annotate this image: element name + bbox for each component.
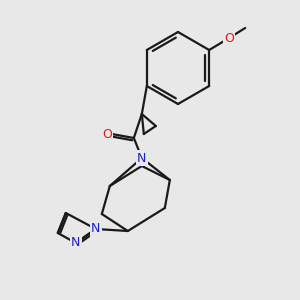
Text: N: N [91,223,101,236]
Text: N: N [71,236,80,250]
Text: O: O [102,128,112,140]
Text: O: O [224,32,234,44]
Text: N: N [137,152,146,164]
